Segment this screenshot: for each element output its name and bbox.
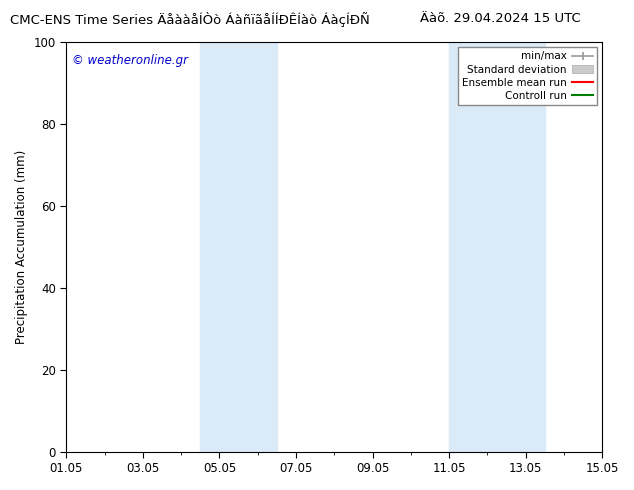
Text: Äàõ. 29.04.2024 15 UTC: Äàõ. 29.04.2024 15 UTC bbox=[420, 12, 581, 25]
Bar bbox=[449, 42, 545, 452]
Legend: min/max, Standard deviation, Ensemble mean run, Controll run: min/max, Standard deviation, Ensemble me… bbox=[458, 47, 597, 105]
Text: CMC-ENS Time Series ÄåààåÍÒò ÁàñïãåÍÍÐÊÍàò ÁàçÍÐÑ: CMC-ENS Time Series ÄåààåÍÒò ÁàñïãåÍÍÐÊÍ… bbox=[10, 12, 370, 27]
Text: © weatheronline.gr: © weatheronline.gr bbox=[72, 54, 188, 67]
Y-axis label: Precipitation Accumulation (mm): Precipitation Accumulation (mm) bbox=[15, 149, 28, 344]
Bar bbox=[200, 42, 277, 452]
